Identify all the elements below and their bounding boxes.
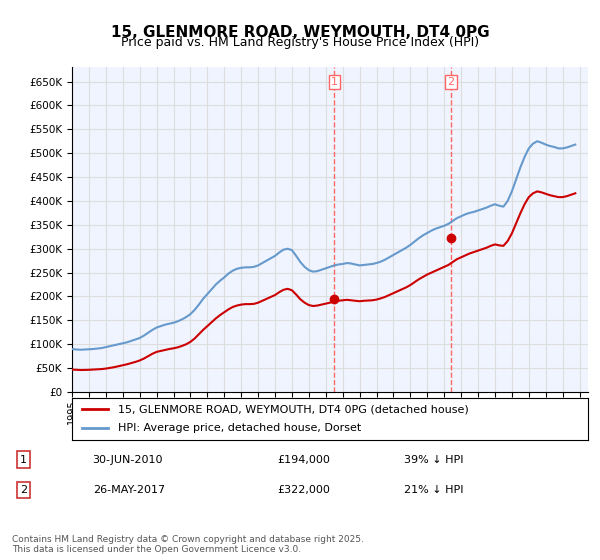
- Text: 2: 2: [20, 485, 27, 495]
- Text: 15, GLENMORE ROAD, WEYMOUTH, DT4 0PG: 15, GLENMORE ROAD, WEYMOUTH, DT4 0PG: [110, 25, 490, 40]
- Text: £322,000: £322,000: [277, 485, 330, 495]
- Text: 1: 1: [331, 77, 338, 87]
- Text: 21% ↓ HPI: 21% ↓ HPI: [404, 485, 463, 495]
- Text: Price paid vs. HM Land Registry's House Price Index (HPI): Price paid vs. HM Land Registry's House …: [121, 36, 479, 49]
- Text: Contains HM Land Registry data © Crown copyright and database right 2025.
This d: Contains HM Land Registry data © Crown c…: [12, 535, 364, 554]
- Text: £194,000: £194,000: [277, 455, 330, 465]
- Text: 2: 2: [448, 77, 455, 87]
- Text: 30-JUN-2010: 30-JUN-2010: [92, 455, 163, 465]
- Text: 15, GLENMORE ROAD, WEYMOUTH, DT4 0PG (detached house): 15, GLENMORE ROAD, WEYMOUTH, DT4 0PG (de…: [118, 404, 469, 414]
- Text: HPI: Average price, detached house, Dorset: HPI: Average price, detached house, Dors…: [118, 423, 362, 433]
- Text: 39% ↓ HPI: 39% ↓ HPI: [404, 455, 463, 465]
- Text: 1: 1: [20, 455, 27, 465]
- Text: 26-MAY-2017: 26-MAY-2017: [92, 485, 165, 495]
